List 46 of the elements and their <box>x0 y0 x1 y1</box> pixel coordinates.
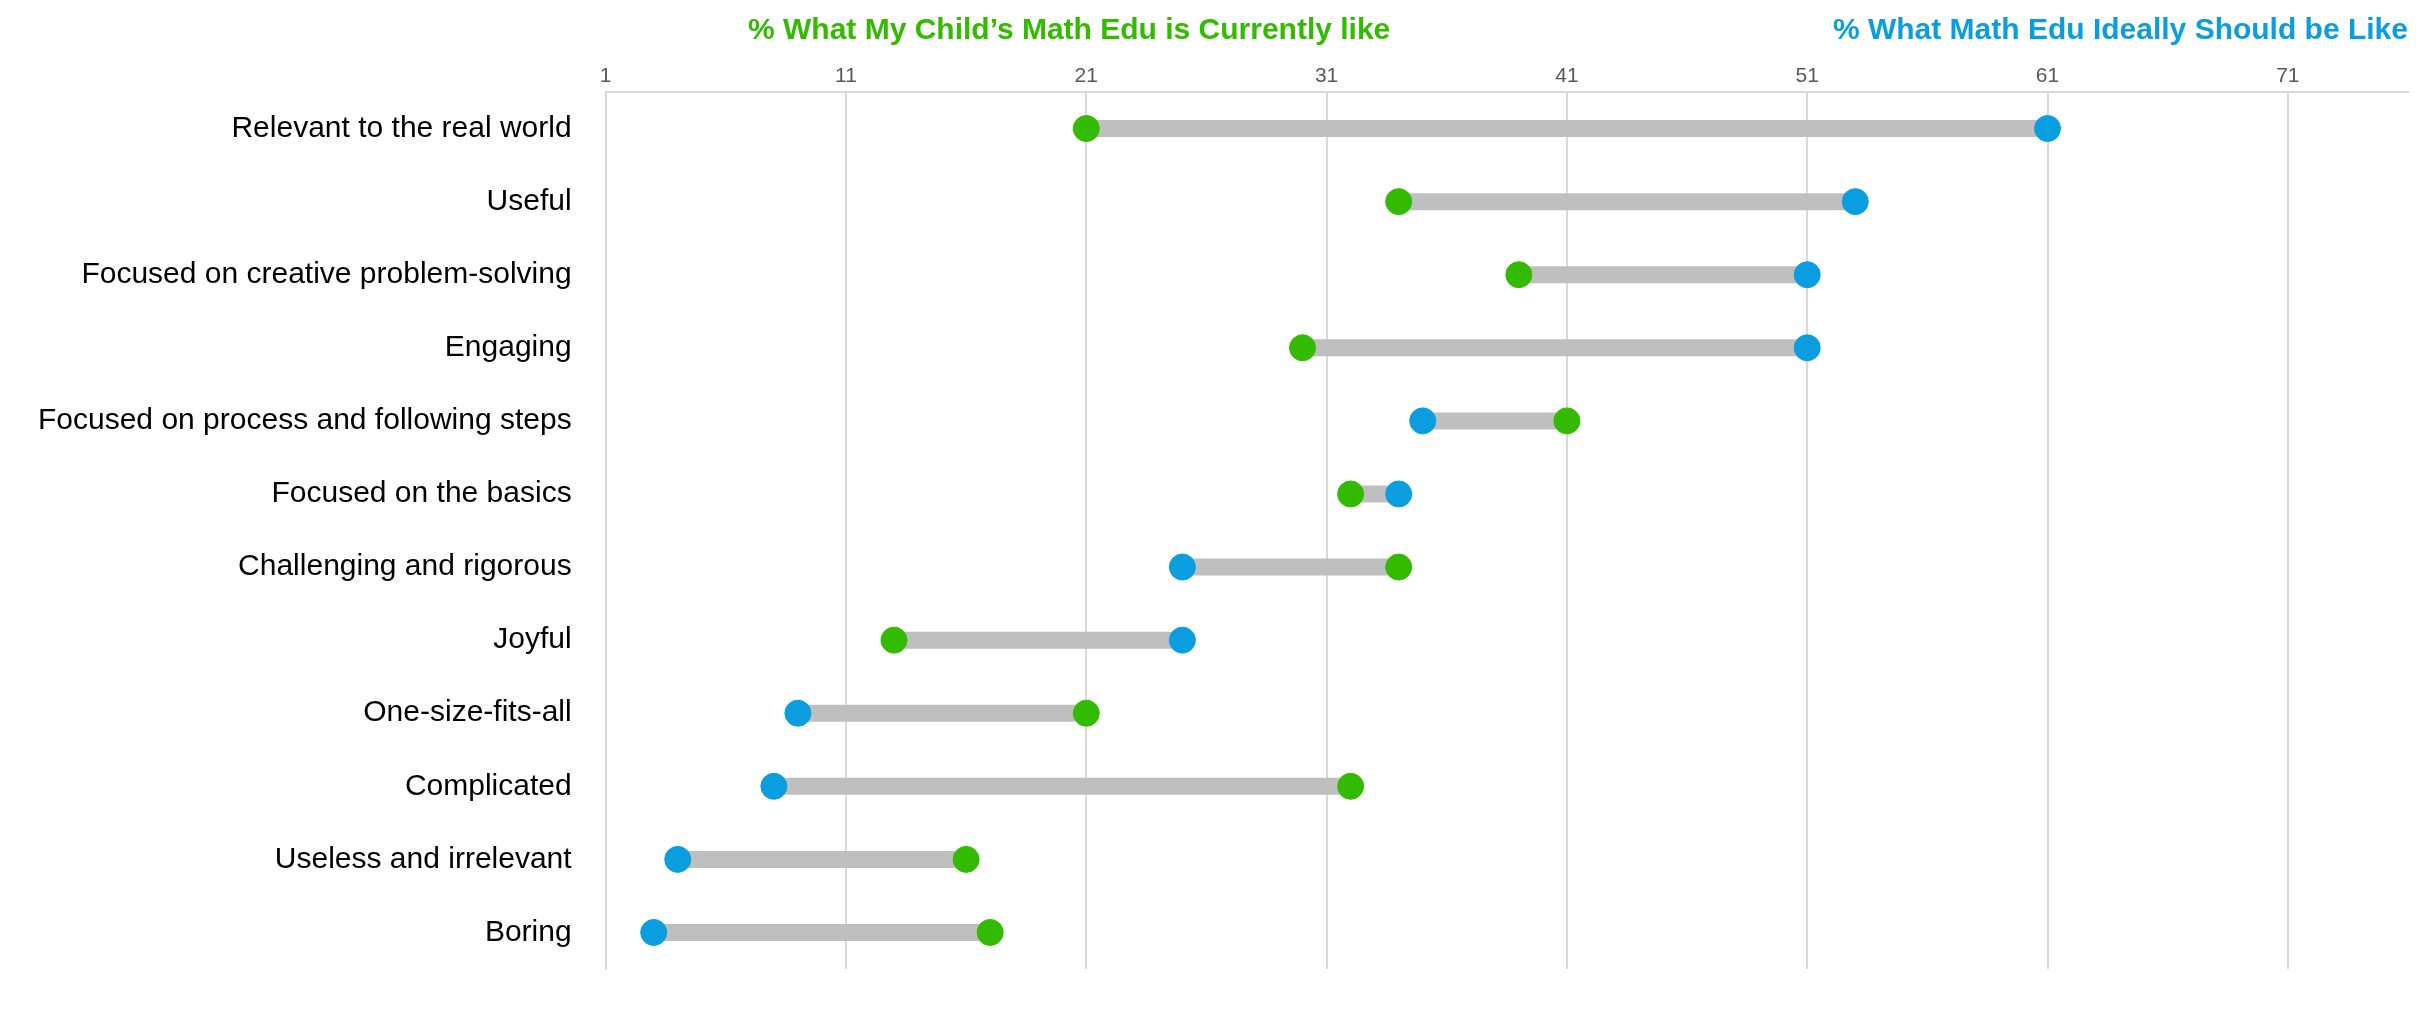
point <box>1072 115 1100 143</box>
y-tick-label: Focused on creative problem-solving <box>81 255 572 289</box>
point <box>1385 188 1413 216</box>
y-tick-label: Engaging <box>444 329 572 363</box>
y-tick-label: Focused on process and following steps <box>37 402 572 436</box>
y-tick-label: Focused on the basics <box>271 475 572 509</box>
point <box>1841 188 1869 216</box>
point <box>1289 334 1317 362</box>
point <box>952 845 980 873</box>
x-tick-label: 11 <box>835 63 857 87</box>
y-tick-label: One-size-fits-all <box>363 694 572 728</box>
point <box>664 845 692 873</box>
point <box>880 626 908 654</box>
y-tick-label: Challenging and rigorous <box>238 548 572 582</box>
point <box>1793 261 1821 289</box>
y-tick-label: Relevant to the real world <box>231 109 572 143</box>
point <box>1553 407 1581 435</box>
point <box>1168 626 1196 654</box>
point <box>1168 553 1196 581</box>
point <box>1385 480 1413 508</box>
point <box>784 699 812 727</box>
y-tick-label: Useless and irrelevant <box>274 840 573 874</box>
x-tick-label: 1 <box>599 63 612 87</box>
x-tick-label: 21 <box>1074 63 1098 87</box>
x-tick-label: 61 <box>2035 63 2060 87</box>
y-tick-label: Complicated <box>404 767 572 801</box>
point <box>1385 553 1413 581</box>
point <box>1337 772 1365 800</box>
x-tick-label: 51 <box>1795 63 1819 87</box>
point <box>976 918 1004 946</box>
point <box>1072 699 1100 727</box>
point <box>1409 407 1437 435</box>
x-tick-label: 31 <box>1314 63 1339 87</box>
y-tick-label: Useful <box>486 182 572 216</box>
point <box>2034 115 2062 143</box>
point <box>1505 261 1533 289</box>
y-tick-label: Joyful <box>493 621 572 655</box>
point <box>760 772 788 800</box>
x-tick-label: 71 <box>2276 63 2300 87</box>
text: % What My Child’s Math Edu is Currently like <box>748 12 1391 46</box>
point <box>1793 334 1821 362</box>
y-tick-label: Boring <box>484 913 572 947</box>
x-tick-label: 41 <box>1555 63 1579 87</box>
point <box>640 918 668 946</box>
point <box>1337 480 1365 508</box>
text: % What Math Edu Ideally Should be Like <box>1832 12 2408 46</box>
